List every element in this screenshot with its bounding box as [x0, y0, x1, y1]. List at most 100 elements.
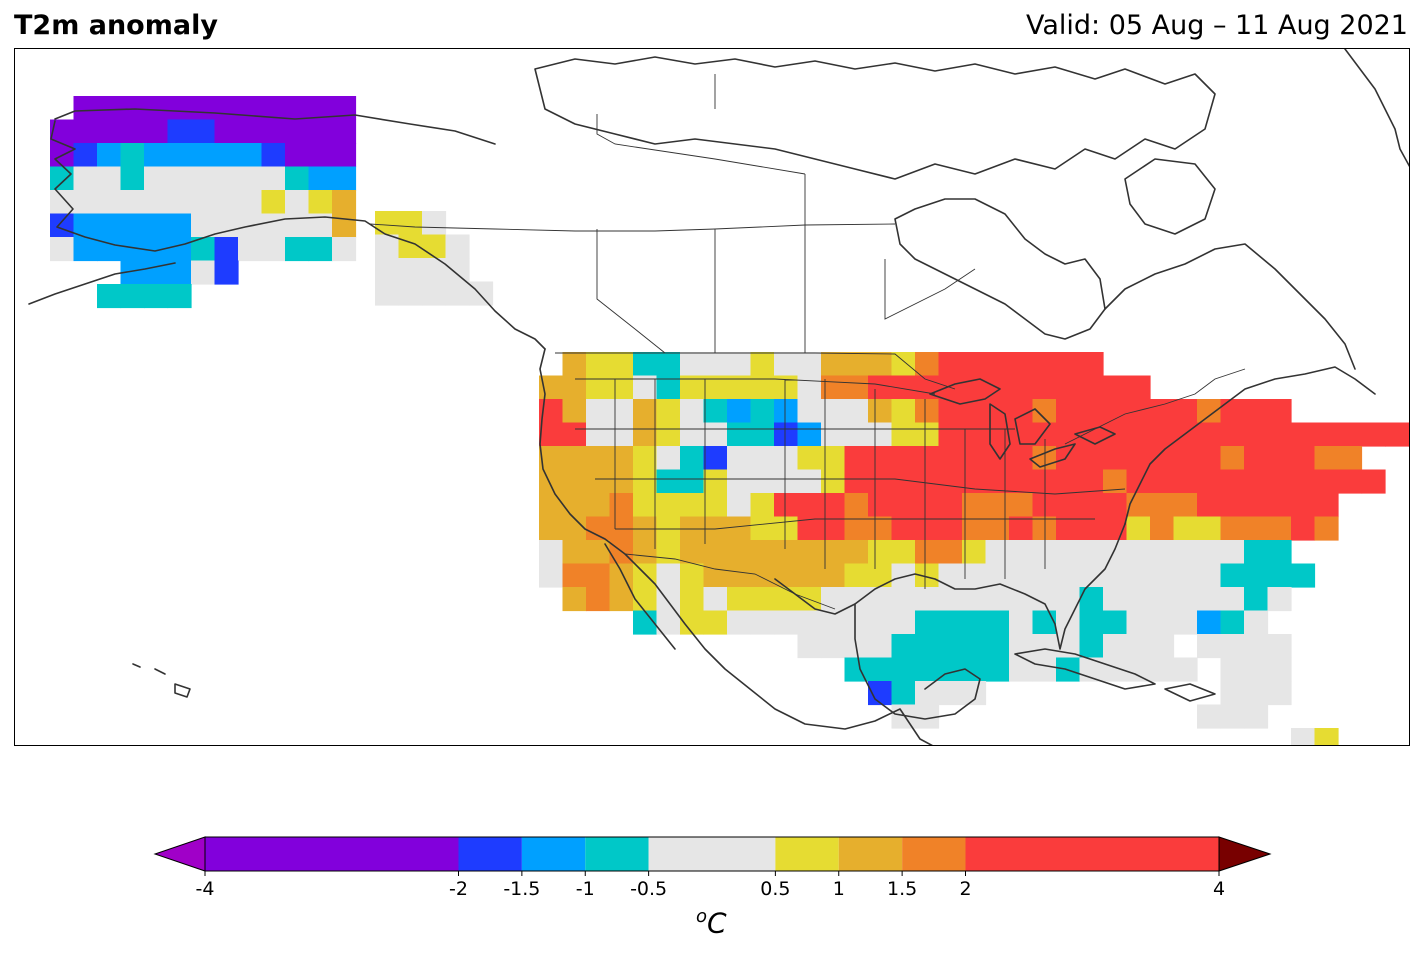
grid-cell — [586, 493, 611, 518]
grid-cell — [285, 190, 310, 215]
grid-cell — [1267, 493, 1292, 518]
grid-cell — [1267, 681, 1292, 706]
grid-cell — [609, 352, 634, 377]
grid-cell — [750, 493, 775, 518]
grid-cell — [915, 399, 940, 424]
grid-cell — [1079, 469, 1104, 494]
grid-cell — [797, 493, 822, 518]
grid-cell — [1009, 352, 1034, 377]
grid-cell — [891, 610, 916, 635]
grid-cell — [1079, 516, 1104, 541]
grid-cell — [727, 540, 752, 565]
grid-cell — [97, 284, 122, 309]
grid-cell — [1197, 493, 1222, 518]
grid-cell — [332, 119, 357, 144]
grid-cell — [891, 681, 916, 706]
grid-cell — [656, 352, 681, 377]
grid-cell — [332, 143, 357, 168]
grid-cell — [915, 516, 940, 541]
us-states — [575, 378, 1126, 589]
grid-cell — [1009, 516, 1034, 541]
grid-cell — [609, 493, 634, 518]
grid-cell — [238, 237, 263, 262]
grid-cell — [308, 119, 333, 144]
pacific-coast — [539, 348, 933, 745]
grid-cell — [120, 284, 145, 309]
grid-cell — [633, 422, 658, 447]
grid-cell — [703, 493, 728, 518]
grid-cell — [1103, 634, 1128, 659]
grid-cell — [727, 446, 752, 471]
grid-cell — [73, 190, 98, 215]
grid-cell — [1173, 540, 1198, 565]
grid-cell — [1220, 610, 1245, 635]
grid-cell — [703, 375, 728, 400]
grid-cell — [774, 422, 799, 447]
grid-cell — [120, 213, 145, 238]
grid-cell — [1009, 422, 1034, 447]
grid-cell — [144, 143, 169, 168]
grid-cell — [915, 352, 940, 377]
grid-cell — [962, 681, 987, 706]
grid-cell — [261, 213, 286, 238]
grid-cell — [1197, 563, 1222, 588]
grid-cell — [191, 260, 216, 285]
grid-cell — [938, 681, 963, 706]
grid-cell — [1103, 446, 1128, 471]
grid-cell — [703, 587, 728, 612]
grid-cell — [703, 352, 728, 377]
grid-cell — [1220, 493, 1245, 518]
grid-cell — [1173, 493, 1198, 518]
grid-cell — [1056, 540, 1081, 565]
grid-cell — [1244, 634, 1269, 659]
grid-cell — [1244, 493, 1269, 518]
grid-cell — [422, 234, 447, 259]
grid-cell — [774, 493, 799, 518]
grid-cell — [308, 190, 333, 215]
grid-cell — [562, 422, 587, 447]
grid-cell — [1079, 540, 1104, 565]
grid-cell — [633, 399, 658, 424]
grid-cell — [1385, 422, 1409, 447]
grid-cell — [633, 375, 658, 400]
grid-cell — [1197, 399, 1222, 424]
grid-cell — [891, 493, 916, 518]
grid-cell — [680, 587, 705, 612]
grid-cell — [1126, 469, 1151, 494]
grid-cell — [1150, 634, 1175, 659]
grid-cell — [398, 281, 423, 306]
grid-cell — [261, 143, 286, 168]
grid-cell — [962, 610, 987, 635]
grid-cell — [1150, 469, 1175, 494]
grid-cell — [868, 375, 893, 400]
colorbar-tick-label: -1 — [576, 878, 595, 900]
grid-cell — [656, 540, 681, 565]
grid-cell — [238, 166, 263, 191]
grid-cell — [727, 352, 752, 377]
grid-cell — [797, 446, 822, 471]
grid-cell — [1126, 516, 1151, 541]
grid-cell — [797, 375, 822, 400]
grid-cell — [375, 281, 400, 306]
grid-cell — [1150, 516, 1175, 541]
grid-cell — [167, 237, 192, 262]
grid-cell — [445, 258, 470, 283]
grid-cell — [938, 657, 963, 682]
grid-cell — [868, 352, 893, 377]
grid-cell — [562, 563, 587, 588]
grid-cell — [844, 469, 869, 494]
grid-cell — [633, 352, 658, 377]
grid-cell — [1056, 469, 1081, 494]
grid-cell — [285, 143, 310, 168]
grid-cell — [1126, 422, 1151, 447]
grid-cell — [539, 422, 564, 447]
grid-cell — [962, 634, 987, 659]
grid-cell — [1150, 540, 1175, 565]
grid-cell — [915, 422, 940, 447]
grid-cell — [727, 610, 752, 635]
grid-cell — [1032, 657, 1057, 682]
grid-cell — [562, 399, 587, 424]
grid-cell — [844, 375, 869, 400]
grid-cell — [469, 281, 494, 306]
grid-cell — [750, 446, 775, 471]
